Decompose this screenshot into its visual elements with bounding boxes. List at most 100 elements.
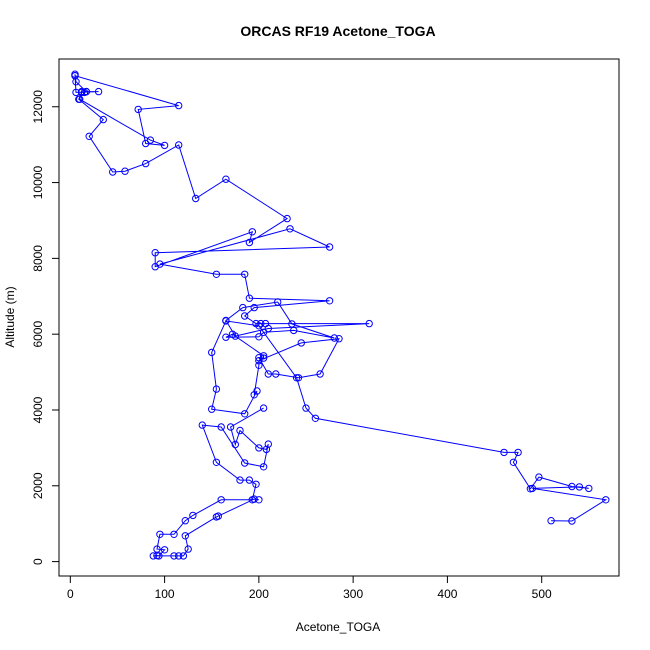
- x-tick-label: 500: [532, 587, 552, 601]
- data-point: [175, 552, 183, 560]
- y-tick-label: 0: [31, 558, 45, 565]
- data-point: [142, 139, 150, 148]
- x-tick-label: 200: [249, 587, 269, 601]
- data-point: [272, 370, 280, 378]
- data-point: [262, 445, 271, 454]
- data-point: [283, 214, 291, 223]
- y-axis: 0 2000 4000 6000 8000 10000 12000: [31, 90, 59, 565]
- data-point: [149, 552, 158, 560]
- y-tick-label: 6000: [31, 321, 45, 348]
- data-point: [222, 175, 230, 183]
- y-tick-label: 12000: [31, 90, 45, 124]
- data-point: [255, 333, 263, 341]
- data-point: [514, 448, 522, 457]
- y-tick-label: 2000: [31, 472, 45, 499]
- data-point: [153, 551, 161, 560]
- data-point: [248, 228, 257, 236]
- data-point: [568, 482, 576, 491]
- data-point: [365, 319, 373, 328]
- data-point: [528, 484, 536, 493]
- data-point: [259, 404, 268, 412]
- data-point: [228, 330, 237, 338]
- data-point: [121, 167, 129, 175]
- data-point: [239, 303, 247, 312]
- data-point: [245, 238, 254, 247]
- plot-area: [71, 70, 610, 560]
- x-tick-label: 300: [343, 587, 363, 601]
- data-point: [82, 87, 91, 96]
- data-point: [294, 374, 303, 382]
- data-point: [181, 532, 190, 540]
- data-point: [255, 322, 263, 330]
- x-tick-label: 400: [437, 587, 457, 601]
- data-point: [255, 357, 263, 365]
- data-point: [335, 335, 343, 343]
- data-point: [316, 370, 324, 378]
- data-point: [264, 324, 272, 333]
- data-point: [325, 243, 334, 251]
- data-point: [236, 426, 244, 435]
- data-point: [170, 552, 178, 560]
- data-point: [241, 410, 249, 418]
- data-point: [212, 458, 221, 466]
- series-line: [74, 74, 608, 522]
- data-point: [181, 517, 190, 525]
- data-point: [217, 496, 225, 504]
- y-axis-label: Altitude (m): [3, 286, 17, 347]
- data-point: [255, 361, 263, 369]
- data-point: [509, 458, 518, 466]
- data-point: [264, 370, 272, 378]
- data-point: [311, 414, 320, 422]
- data-point: [292, 374, 301, 382]
- data-point: [151, 249, 159, 257]
- data-point: [156, 530, 164, 538]
- data-point: [259, 352, 268, 360]
- chart-title: ORCAS RF19 Acetone_TOGA: [240, 23, 435, 39]
- data-point: [134, 105, 142, 114]
- series-line-segment: [153, 407, 269, 557]
- data-point: [142, 159, 150, 168]
- data-point: [602, 496, 610, 504]
- data-point: [286, 225, 294, 233]
- data-point: [77, 88, 86, 97]
- data-point: [160, 546, 169, 554]
- y-tick-label: 10000: [31, 166, 45, 200]
- data-point: [71, 72, 79, 80]
- data-point: [253, 387, 261, 395]
- data-point: [241, 270, 249, 278]
- data-point: [160, 141, 169, 150]
- data-point: [535, 473, 543, 481]
- data-point: [252, 480, 260, 488]
- data-point: [170, 530, 178, 538]
- data-point: [175, 141, 183, 149]
- data-point: [236, 476, 244, 484]
- data-point: [208, 348, 216, 357]
- data-point: [189, 511, 197, 520]
- data-point: [192, 194, 200, 203]
- data-point: [245, 294, 254, 302]
- data-point: [302, 404, 310, 412]
- x-axis-label: Acetone_TOGA: [296, 620, 381, 634]
- data-point: [257, 319, 265, 328]
- data-point: [214, 512, 223, 520]
- data-point: [575, 483, 584, 491]
- data-point: [568, 517, 576, 525]
- data-point: [212, 385, 221, 393]
- data-point: [288, 320, 296, 328]
- data-point: [259, 328, 268, 336]
- data-point: [255, 444, 263, 452]
- data-point: [184, 545, 192, 553]
- data-point: [222, 333, 230, 341]
- data-point: [109, 168, 117, 176]
- data-point: [255, 496, 263, 504]
- x-tick-label: 0: [67, 587, 74, 601]
- data-point: [175, 101, 183, 110]
- x-tick-label: 100: [155, 587, 175, 601]
- data-point: [85, 132, 93, 141]
- data-point: [241, 459, 249, 467]
- data-point: [290, 326, 298, 335]
- data-point: [72, 88, 80, 97]
- data-point: [297, 339, 305, 347]
- data-point: [99, 115, 108, 124]
